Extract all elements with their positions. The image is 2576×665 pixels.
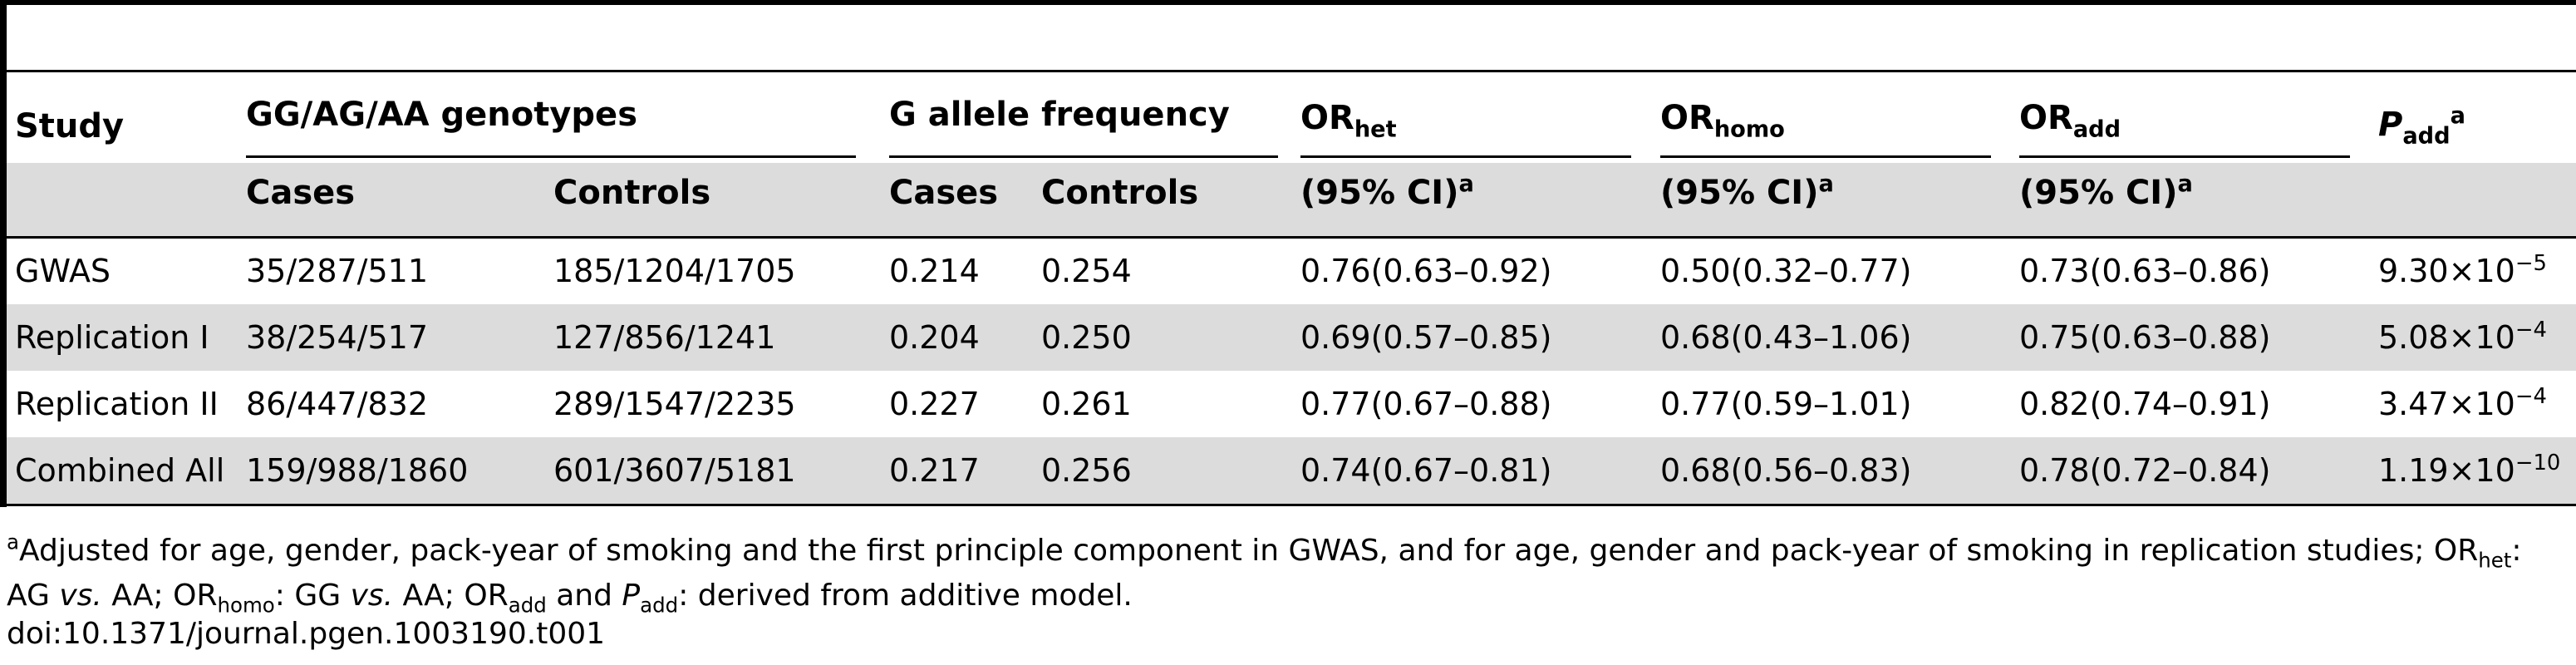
cell-or-homo: 0.68(0.56–0.83) [1660,452,1912,489]
cell-or-add: 0.82(0.74–0.91) [2019,386,2271,422]
cell-study: GWAS [15,253,111,289]
table-top-border [0,0,2576,5]
cell-cases-frequency: 0.227 [889,386,980,422]
cell-or-add: 0.75(0.63–0.88) [2019,319,2271,356]
genotypes-group-rule [246,155,856,158]
cell-p-add: 1.19×10−10 [2378,450,2561,489]
doi-line: doi:10.1371/journal.pgen.1003190.t001 [7,617,606,651]
header-genotypes: GG/AG/AA genotypes [246,96,637,134]
subheader-cases-frequency: Cases [889,174,999,212]
cell-controls-frequency: 0.256 [1041,452,1132,489]
subheader-band [7,163,2576,238]
table-left-border [0,0,7,507]
footnote-line-2: AG vs. AA; ORhomo: GG vs. AA; ORadd and … [7,579,1133,618]
header-p-add: Padda [2378,103,2465,150]
subheader-ci-het: (95% CI)a [1300,171,1474,212]
cell-cases-genotypes: 38/254/517 [246,319,429,356]
subheader-ci-homo: (95% CI)a [1660,171,1834,212]
cell-study: Replication I [15,319,209,356]
cell-or-add: 0.73(0.63–0.86) [2019,253,2271,289]
cell-study: Combined All [15,452,225,489]
cell-cases-frequency: 0.214 [889,253,980,289]
row-band-combined-all [7,437,2576,504]
cell-or-homo: 0.68(0.43–1.06) [1660,319,1912,356]
cell-cases-genotypes: 35/287/511 [246,253,429,289]
or-add-rule [2019,155,2350,158]
cell-or-het: 0.76(0.63–0.92) [1300,253,1552,289]
cell-cases-genotypes: 86/447/832 [246,386,429,422]
cell-or-add: 0.78(0.72–0.84) [2019,452,2271,489]
cell-controls-frequency: 0.250 [1041,319,1132,356]
table-bottom-rule [7,504,2576,506]
header-or-het: ORhet [1300,99,1397,143]
cell-p-add: 5.08×10−4 [2378,317,2547,356]
cell-controls-frequency: 0.254 [1041,253,1132,289]
cell-cases-genotypes: 159/988/1860 [246,452,469,489]
cell-controls-genotypes: 601/3607/5181 [553,452,796,489]
header-study: Study [15,107,125,145]
or-het-rule [1300,155,1631,158]
cell-or-homo: 0.50(0.32–0.77) [1660,253,1912,289]
header-allele-frequency: G allele frequency [889,96,1230,134]
or-homo-rule [1660,155,1991,158]
row-band-replication-i [7,304,2576,371]
cell-study: Replication II [15,386,219,422]
cell-cases-frequency: 0.204 [889,319,980,356]
header-top-rule [7,70,2576,72]
cell-cases-frequency: 0.217 [889,452,980,489]
cell-controls-genotypes: 185/1204/1705 [553,253,796,289]
footnote-line-1: aAdjusted for age, gender, pack-year of … [7,530,2522,573]
subheader-controls-frequency: Controls [1041,174,1199,212]
subheader-cases-genotypes: Cases [246,174,356,212]
cell-or-het: 0.74(0.67–0.81) [1300,452,1552,489]
cell-p-add: 3.47×10−4 [2378,383,2547,422]
cell-or-homo: 0.77(0.59–1.01) [1660,386,1912,422]
cell-controls-frequency: 0.261 [1041,386,1132,422]
allele-group-rule [889,155,1278,158]
cell-p-add: 9.30×10−5 [2378,250,2547,289]
header-or-homo: ORhomo [1660,99,1785,143]
header-bottom-rule [7,236,2576,239]
subheader-ci-add: (95% CI)a [2019,171,2193,212]
cell-controls-genotypes: 289/1547/2235 [553,386,796,422]
cell-controls-genotypes: 127/856/1241 [553,319,776,356]
cell-or-het: 0.69(0.57–0.85) [1300,319,1552,356]
subheader-controls-genotypes: Controls [553,174,711,212]
cell-or-het: 0.77(0.67–0.88) [1300,386,1552,422]
header-or-add: ORadd [2019,99,2121,143]
